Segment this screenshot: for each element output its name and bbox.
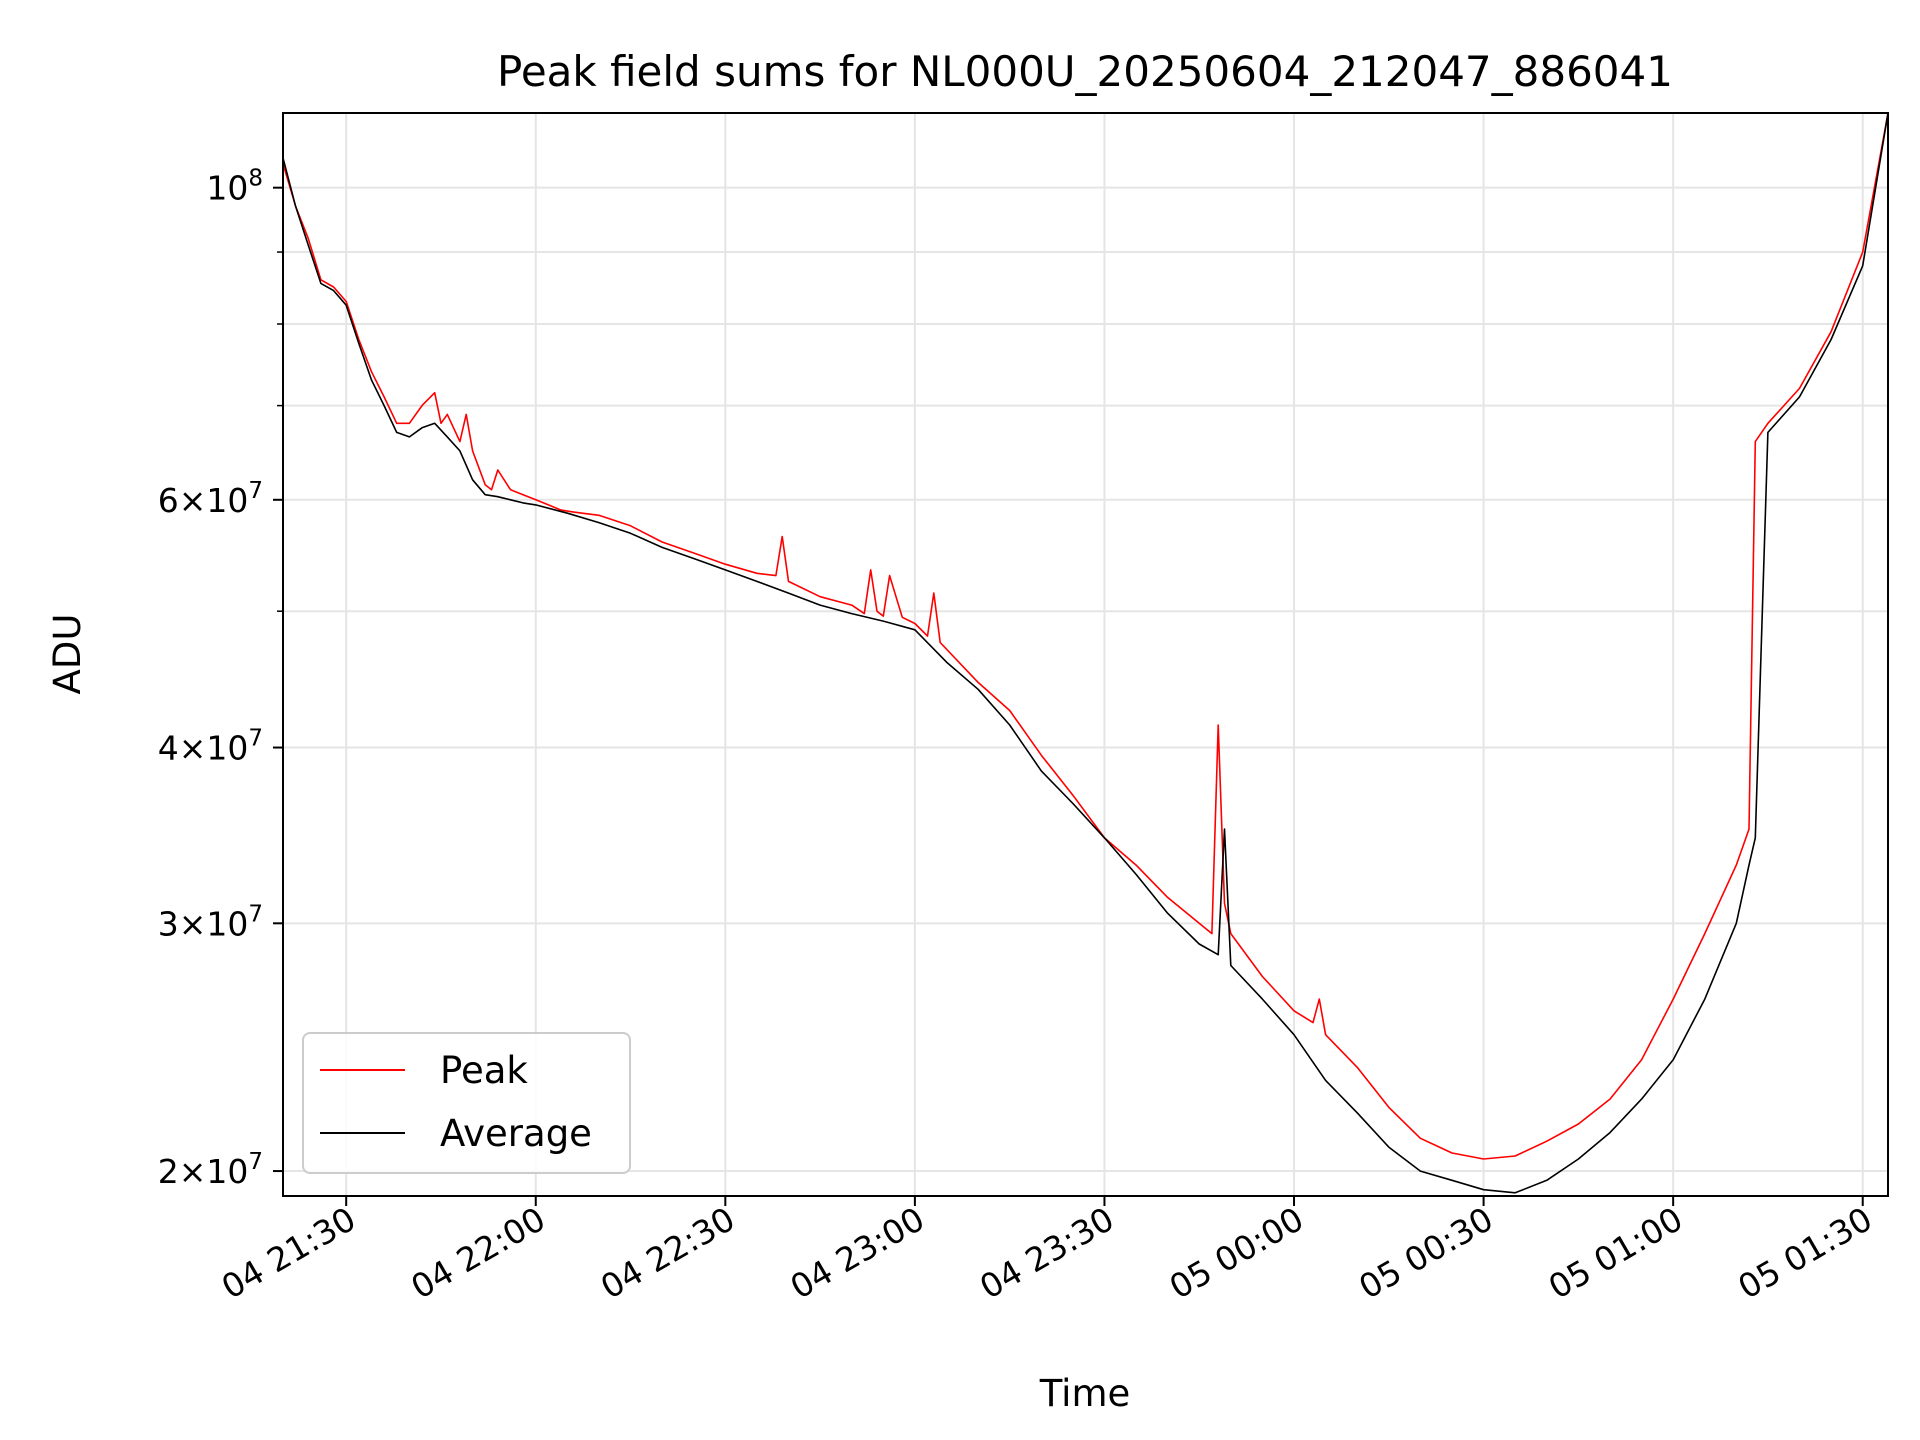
axes-frame (282, 112, 1889, 1197)
plot-lines (282, 112, 1889, 1194)
series-line-average (282, 112, 1889, 1194)
legend-box (302, 1032, 631, 1174)
y-tick-label: 2×107 (158, 1149, 263, 1191)
grid (283, 113, 1888, 1196)
y-tick-label: 4×107 (158, 726, 263, 768)
series-line-peak (282, 112, 1889, 1160)
chart-title: Peak field sums for NL000U_20250604_2120… (497, 47, 1673, 96)
x-axis-label: Time (1039, 1372, 1131, 1415)
y-tick-label: 3×107 (158, 901, 263, 943)
legend-label-peak: Peak (440, 1049, 528, 1092)
y-axis-label: ADU (46, 614, 89, 695)
y-tick-label: 6×107 (158, 478, 263, 520)
y-tick-label: 108 (206, 166, 263, 208)
legend: Peak Average (302, 1032, 631, 1174)
legend-label-average: Average (440, 1112, 592, 1155)
